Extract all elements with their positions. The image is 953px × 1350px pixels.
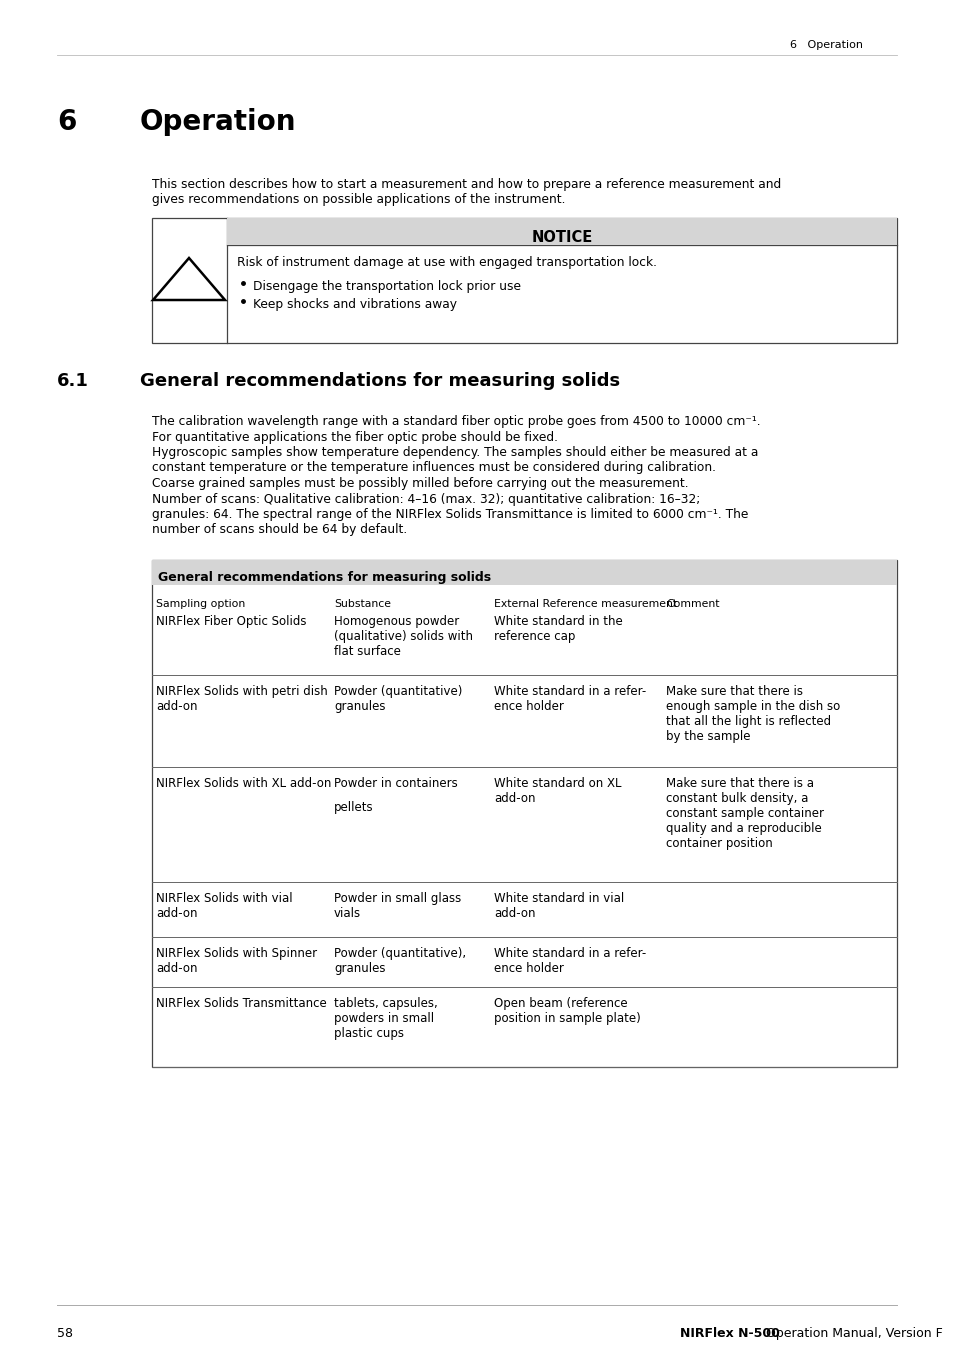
Text: Open beam (reference: Open beam (reference: [494, 998, 627, 1010]
Text: add-on: add-on: [156, 701, 197, 713]
Text: 6: 6: [57, 108, 76, 136]
Text: NIRFlex N-500: NIRFlex N-500: [679, 1327, 779, 1341]
Text: Make sure that there is a: Make sure that there is a: [665, 778, 813, 790]
Text: Sampling option: Sampling option: [156, 599, 245, 609]
Text: Operation Manual, Version F: Operation Manual, Version F: [761, 1327, 942, 1341]
Text: granules: granules: [334, 963, 385, 975]
Text: General recommendations for measuring solids: General recommendations for measuring so…: [140, 373, 619, 390]
Text: NIRFlex Solids with XL add-on: NIRFlex Solids with XL add-on: [156, 778, 331, 790]
Text: vials: vials: [334, 907, 361, 919]
Text: NOTICE: NOTICE: [531, 230, 592, 244]
Text: container position: container position: [665, 837, 772, 850]
Text: ❖: ❖: [185, 286, 193, 296]
Text: Homogenous powder: Homogenous powder: [334, 616, 458, 628]
Text: Powder in containers: Powder in containers: [334, 778, 457, 790]
Text: NIRFlex Solids with Spinner: NIRFlex Solids with Spinner: [156, 946, 316, 960]
Text: number of scans should be 64 by default.: number of scans should be 64 by default.: [152, 524, 407, 536]
Text: quality and a reproducible: quality and a reproducible: [665, 822, 821, 836]
Text: enough sample in the dish so: enough sample in the dish so: [665, 701, 840, 713]
Text: tablets, capsules,: tablets, capsules,: [334, 998, 437, 1010]
Text: External Reference measurement: External Reference measurement: [494, 599, 677, 609]
Text: Operation: Operation: [140, 108, 296, 136]
Text: that all the light is reflected: that all the light is reflected: [665, 716, 830, 728]
Text: White standard on XL: White standard on XL: [494, 778, 620, 790]
Text: White standard in the: White standard in the: [494, 616, 622, 628]
Bar: [152, 560, 896, 1066]
Text: Keep shocks and vibrations away: Keep shocks and vibrations away: [253, 298, 456, 311]
Text: add-on: add-on: [494, 907, 535, 919]
Text: constant bulk density, a: constant bulk density, a: [665, 792, 807, 805]
Text: NIRFlex Solids with petri dish: NIRFlex Solids with petri dish: [156, 684, 328, 698]
Text: Hygroscopic samples show temperature dependency. The samples should either be me: Hygroscopic samples show temperature dep…: [152, 446, 758, 459]
Text: ence holder: ence holder: [494, 701, 563, 713]
Text: The calibration wavelength range with a standard fiber optic probe goes from 450: The calibration wavelength range with a …: [152, 414, 760, 428]
Text: gives recommendations on possible applications of the instrument.: gives recommendations on possible applic…: [152, 193, 565, 207]
Text: granules: granules: [334, 701, 385, 713]
Text: White standard in vial: White standard in vial: [494, 892, 623, 904]
Text: White standard in a refer-: White standard in a refer-: [494, 946, 645, 960]
Text: Disengage the transportation lock prior use: Disengage the transportation lock prior …: [253, 279, 520, 293]
Text: White standard in a refer-: White standard in a refer-: [494, 684, 645, 698]
Text: (qualitative) solids with: (qualitative) solids with: [334, 630, 473, 643]
Text: reference cap: reference cap: [494, 630, 575, 643]
Bar: [152, 217, 896, 343]
Bar: [152, 560, 896, 585]
Text: Powder (quantitative): Powder (quantitative): [334, 684, 462, 698]
Text: add-on: add-on: [156, 907, 197, 919]
Text: !: !: [184, 269, 193, 288]
Text: 6   Operation: 6 Operation: [789, 40, 862, 50]
Text: Comment: Comment: [665, 599, 719, 609]
Text: This section describes how to start a measurement and how to prepare a reference: This section describes how to start a me…: [152, 178, 781, 190]
Text: General recommendations for measuring solids: General recommendations for measuring so…: [158, 571, 491, 583]
Text: constant sample container: constant sample container: [665, 807, 823, 819]
Text: Powder in small glass: Powder in small glass: [334, 892, 460, 904]
Polygon shape: [152, 258, 225, 300]
Text: Powder (quantitative),: Powder (quantitative),: [334, 946, 466, 960]
Text: position in sample plate): position in sample plate): [494, 1012, 640, 1025]
Text: Make sure that there is: Make sure that there is: [665, 684, 802, 698]
Text: granules: 64. The spectral range of the NIRFlex Solids Transmittance is limited : granules: 64. The spectral range of the …: [152, 508, 747, 521]
Text: constant temperature or the temperature influences must be considered during cal: constant temperature or the temperature …: [152, 462, 716, 474]
Text: powders in small: powders in small: [334, 1012, 434, 1025]
Text: Coarse grained samples must be possibly milled before carrying out the measureme: Coarse grained samples must be possibly …: [152, 477, 688, 490]
Text: Substance: Substance: [334, 599, 391, 609]
Text: 6.1: 6.1: [57, 373, 89, 390]
Text: NIRFlex Fiber Optic Solids: NIRFlex Fiber Optic Solids: [156, 616, 306, 628]
Text: NIRFlex Solids with vial: NIRFlex Solids with vial: [156, 892, 293, 904]
Text: pellets: pellets: [334, 801, 374, 814]
Text: For quantitative applications the fiber optic probe should be fixed.: For quantitative applications the fiber …: [152, 431, 558, 444]
Text: ence holder: ence holder: [494, 963, 563, 975]
Text: flat surface: flat surface: [334, 645, 400, 657]
Text: by the sample: by the sample: [665, 730, 750, 742]
Bar: [227, 217, 896, 244]
Text: 58: 58: [57, 1327, 73, 1341]
Text: Risk of instrument damage at use with engaged transportation lock.: Risk of instrument damage at use with en…: [236, 256, 657, 269]
Text: add-on: add-on: [494, 792, 535, 805]
Text: NIRFlex Solids Transmittance: NIRFlex Solids Transmittance: [156, 998, 327, 1010]
Text: plastic cups: plastic cups: [334, 1027, 403, 1040]
Text: Number of scans: Qualitative calibration: 4–16 (max. 32); quantitative calibrati: Number of scans: Qualitative calibration…: [152, 493, 700, 505]
Text: add-on: add-on: [156, 963, 197, 975]
